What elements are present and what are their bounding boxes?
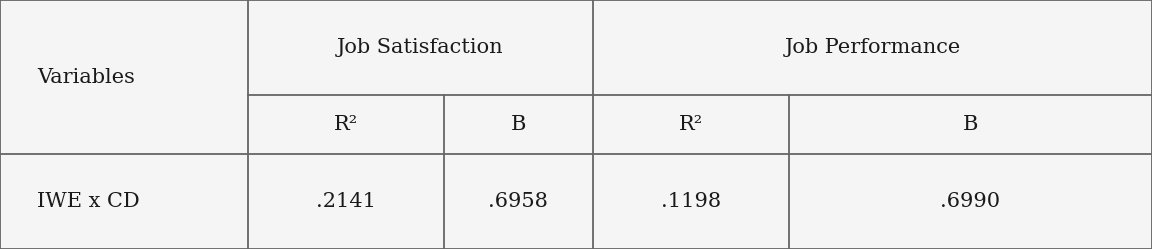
Text: IWE x CD: IWE x CD <box>37 192 139 211</box>
Text: .2141: .2141 <box>316 192 376 211</box>
Text: Job Satisfaction: Job Satisfaction <box>338 38 503 57</box>
Text: B: B <box>963 115 978 134</box>
Text: .6990: .6990 <box>940 192 1001 211</box>
Text: .6958: .6958 <box>488 192 548 211</box>
Text: .1198: .1198 <box>661 192 721 211</box>
Text: Variables: Variables <box>37 68 135 87</box>
Text: R²: R² <box>333 115 358 134</box>
Text: B: B <box>510 115 526 134</box>
Text: Job Performance: Job Performance <box>785 38 961 57</box>
Text: R²: R² <box>679 115 704 134</box>
